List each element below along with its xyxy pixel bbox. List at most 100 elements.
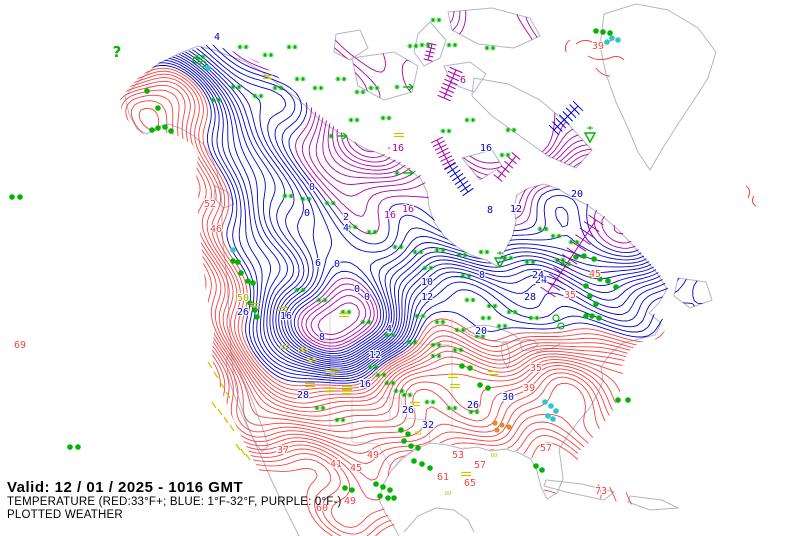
contour-value-label: 60 — [316, 503, 328, 514]
station-dot — [144, 88, 150, 94]
asterisk-marker — [487, 303, 491, 309]
olive-dash-marker — [298, 347, 308, 353]
asterisk-marker — [361, 89, 365, 95]
station-dot — [583, 283, 589, 289]
blue-bundle — [565, 107, 577, 119]
plotted-text: PLOTTED WEATHER — [7, 509, 123, 522]
station-dot — [155, 105, 161, 111]
asterisk-marker — [457, 252, 461, 258]
purple-bundle — [544, 280, 561, 291]
olive-dash-marker — [305, 382, 315, 388]
asterisk-marker — [367, 319, 371, 325]
station-dot — [405, 431, 411, 437]
isotherm-line — [120, 67, 712, 387]
asterisk-marker — [373, 229, 377, 235]
olive-dash-marker — [342, 389, 352, 395]
asterisk-marker — [217, 97, 221, 103]
asterisk-marker — [293, 44, 297, 50]
asterisk-marker — [557, 233, 561, 239]
asterisk-marker — [301, 196, 305, 202]
purple-bundle — [497, 169, 507, 178]
station-dot — [17, 194, 23, 200]
asterisk-marker — [507, 309, 511, 315]
station-dot — [245, 278, 251, 284]
contour-value-label: 20 — [571, 189, 583, 200]
blue-bundle — [562, 110, 574, 122]
isotherm-line — [285, 8, 712, 188]
station-dot — [587, 293, 593, 299]
asterisk-marker — [447, 42, 451, 48]
asterisk-marker — [512, 127, 516, 133]
blue-bundle — [558, 114, 570, 126]
purple-bundle — [583, 221, 600, 232]
asterisk-marker — [435, 319, 439, 325]
purple-bundle — [439, 90, 453, 98]
asterisk-marker — [567, 261, 571, 267]
station-marker-layer: ∞ ∞ ∞? — [9, 17, 631, 501]
asterisk-marker — [387, 115, 391, 121]
blue-bundle — [452, 173, 464, 182]
station-dot — [593, 28, 599, 34]
station-dot — [380, 484, 386, 490]
purple-bundle — [432, 140, 445, 148]
contour-value-label: 61 — [437, 472, 449, 483]
asterisk-marker — [455, 327, 459, 333]
asterisk-marker — [315, 405, 319, 411]
asterisk-marker — [301, 287, 305, 293]
asterisk-marker — [195, 54, 199, 60]
asterisk-marker — [555, 257, 559, 263]
station-dot — [477, 382, 483, 388]
purple-bundle — [445, 74, 460, 82]
contour-value-label: 8 — [487, 205, 493, 216]
cyan-station-dot — [545, 413, 551, 419]
station-dot — [485, 385, 491, 391]
asterisk-marker — [569, 239, 573, 245]
asterisk-marker — [506, 152, 510, 158]
station-dot — [625, 397, 631, 403]
asterisk-marker — [399, 244, 403, 250]
asterisk-marker — [471, 297, 475, 303]
asterisk-marker — [431, 399, 435, 405]
asterisk-marker — [561, 261, 565, 267]
contour-value-label: 24 — [535, 275, 547, 286]
cyan-station-dot — [230, 247, 236, 253]
olive-dash-marker — [307, 357, 317, 363]
asterisk-marker — [400, 388, 404, 394]
contour-value-label: 6 — [460, 75, 466, 86]
cyan-station-dot — [550, 416, 556, 422]
contour-value-label: 16 — [402, 204, 414, 215]
asterisk-marker — [295, 76, 299, 82]
orange-station-dot — [499, 422, 505, 428]
asterisk-marker — [453, 347, 457, 353]
isotherm-line — [120, 22, 712, 355]
contour-value-label: 52 — [204, 199, 216, 210]
station-dot — [391, 495, 397, 501]
orange-station-dot — [506, 424, 512, 430]
legend-text: TEMPERATURE (RED:33°F+; BLUE: 1°F-32°F, … — [7, 496, 342, 509]
purple-bundle — [436, 147, 449, 155]
station-dot — [398, 427, 404, 433]
station-dot — [583, 313, 589, 319]
purple-bundle — [562, 253, 578, 265]
station-dot — [252, 307, 258, 313]
station-dot — [467, 365, 473, 371]
olive-dash-marker — [410, 401, 420, 407]
cyan-station-dot — [553, 408, 559, 414]
olive-dash-marker — [250, 302, 260, 308]
asterisk-marker — [283, 193, 287, 199]
isotherm-line — [120, 70, 712, 391]
olive-dash-marker — [280, 344, 290, 350]
asterisk-marker — [431, 342, 435, 348]
contour-value-label: 16 — [384, 210, 396, 221]
asterisk-marker — [575, 239, 579, 245]
station-dot — [342, 485, 348, 491]
asterisk-marker — [551, 233, 555, 239]
blue-bundle — [572, 100, 584, 112]
asterisk-marker — [355, 117, 359, 123]
station-dot — [235, 259, 241, 265]
asterisk-marker — [453, 42, 457, 48]
asterisk-marker — [431, 353, 435, 359]
olive-tick-marker — [207, 361, 213, 369]
triangle-marker — [583, 132, 597, 144]
